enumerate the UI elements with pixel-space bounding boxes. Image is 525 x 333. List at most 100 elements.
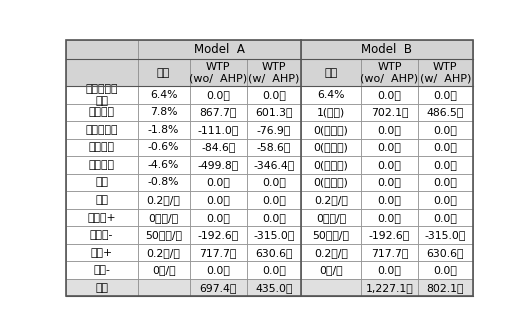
Bar — [361, 209, 418, 226]
Bar — [138, 261, 190, 279]
Text: 0.0억: 0.0억 — [262, 90, 286, 100]
Bar — [247, 139, 301, 156]
Bar — [361, 191, 418, 209]
Text: 화학: 화학 — [95, 177, 108, 187]
Text: 0.0억: 0.0억 — [206, 212, 230, 222]
Bar — [138, 156, 190, 174]
Bar — [247, 86, 301, 104]
Text: 0.0억: 0.0억 — [262, 195, 286, 205]
Bar — [301, 40, 472, 59]
Text: 435.0억: 435.0억 — [255, 283, 293, 293]
Bar — [418, 59, 472, 86]
Text: 논문-: 논문- — [93, 265, 110, 275]
Bar — [361, 104, 418, 121]
Text: 0.2개/년: 0.2개/년 — [314, 247, 348, 257]
Text: WTP
(w/  AHP): WTP (w/ AHP) — [248, 62, 300, 84]
Bar — [190, 86, 247, 104]
Text: -346.4억: -346.4억 — [254, 160, 295, 170]
Text: -58.6억: -58.6억 — [257, 143, 291, 153]
Bar — [66, 209, 138, 226]
Bar — [301, 191, 361, 209]
Bar — [361, 261, 418, 279]
Text: 0(미해당): 0(미해당) — [313, 143, 349, 153]
Bar — [418, 174, 472, 191]
Bar — [138, 104, 190, 121]
Bar — [247, 191, 301, 209]
Bar — [418, 86, 472, 104]
Bar — [247, 156, 301, 174]
Text: 1,227.1억: 1,227.1억 — [365, 283, 413, 293]
Text: 7.8%: 7.8% — [150, 108, 177, 118]
Bar — [418, 261, 472, 279]
Bar — [361, 121, 418, 139]
Bar — [301, 59, 361, 86]
Bar — [301, 279, 361, 296]
Text: 바이오의료: 바이오의료 — [86, 125, 118, 135]
Text: 기술료-: 기술료- — [90, 230, 113, 240]
Text: 0.0억: 0.0억 — [433, 195, 457, 205]
Bar — [247, 279, 301, 296]
Text: -0.6%: -0.6% — [148, 143, 180, 153]
Bar — [301, 174, 361, 191]
Text: 합계: 합계 — [95, 283, 108, 293]
Bar — [361, 139, 418, 156]
Bar — [361, 59, 418, 86]
Text: 0.0억: 0.0억 — [377, 195, 401, 205]
Bar — [301, 226, 361, 244]
Text: 0(미해당): 0(미해당) — [313, 177, 349, 187]
Bar — [301, 121, 361, 139]
Text: 특허: 특허 — [95, 195, 108, 205]
Text: -111.0억: -111.0억 — [197, 125, 239, 135]
Bar — [301, 244, 361, 261]
Text: 0.0억: 0.0억 — [262, 212, 286, 222]
Bar — [418, 191, 472, 209]
Bar — [190, 244, 247, 261]
Bar — [138, 139, 190, 156]
Text: -0.8%: -0.8% — [148, 177, 180, 187]
Bar — [66, 156, 138, 174]
Text: 0.0억: 0.0억 — [377, 265, 401, 275]
Text: -76.9억: -76.9억 — [257, 125, 291, 135]
Bar — [66, 40, 138, 59]
Bar — [66, 139, 138, 156]
Bar — [190, 104, 247, 121]
Text: 0만원/년: 0만원/년 — [149, 212, 178, 222]
Text: 0.0억: 0.0억 — [377, 212, 401, 222]
Bar — [66, 191, 138, 209]
Text: 0개/년: 0개/년 — [152, 265, 175, 275]
Bar — [190, 156, 247, 174]
Text: 0.0억: 0.0억 — [433, 90, 457, 100]
Text: 0.0억: 0.0억 — [433, 212, 457, 222]
Text: 0.0억: 0.0억 — [262, 265, 286, 275]
Text: Model  A: Model A — [194, 43, 245, 56]
Text: 전기전자: 전기전자 — [89, 143, 114, 153]
Text: 702.1억: 702.1억 — [371, 108, 408, 118]
Bar — [190, 59, 247, 86]
Text: 기계소제: 기계소제 — [89, 108, 114, 118]
Bar — [138, 279, 190, 296]
Text: 717.7억: 717.7억 — [371, 247, 408, 257]
Text: 0.0억: 0.0억 — [433, 177, 457, 187]
Text: 0.0억: 0.0억 — [377, 125, 401, 135]
Text: 수준: 수준 — [324, 68, 338, 78]
Bar — [66, 279, 138, 296]
Bar — [247, 121, 301, 139]
Bar — [418, 279, 472, 296]
Text: 802.1억: 802.1억 — [426, 283, 464, 293]
Text: 0.0억: 0.0억 — [206, 265, 230, 275]
Bar — [247, 174, 301, 191]
Text: 630.6억: 630.6억 — [426, 247, 464, 257]
Bar — [301, 139, 361, 156]
Text: 0.0억: 0.0억 — [377, 90, 401, 100]
Bar — [138, 209, 190, 226]
Bar — [418, 121, 472, 139]
Bar — [247, 244, 301, 261]
Bar — [138, 244, 190, 261]
Text: 0.0억: 0.0억 — [433, 265, 457, 275]
Bar — [138, 174, 190, 191]
Text: -1.8%: -1.8% — [148, 125, 180, 135]
Text: 486.5억: 486.5억 — [426, 108, 464, 118]
Text: 0(미해당): 0(미해당) — [313, 125, 349, 135]
Text: 50만원/년: 50만원/년 — [312, 230, 350, 240]
Text: Model  B: Model B — [361, 43, 413, 56]
